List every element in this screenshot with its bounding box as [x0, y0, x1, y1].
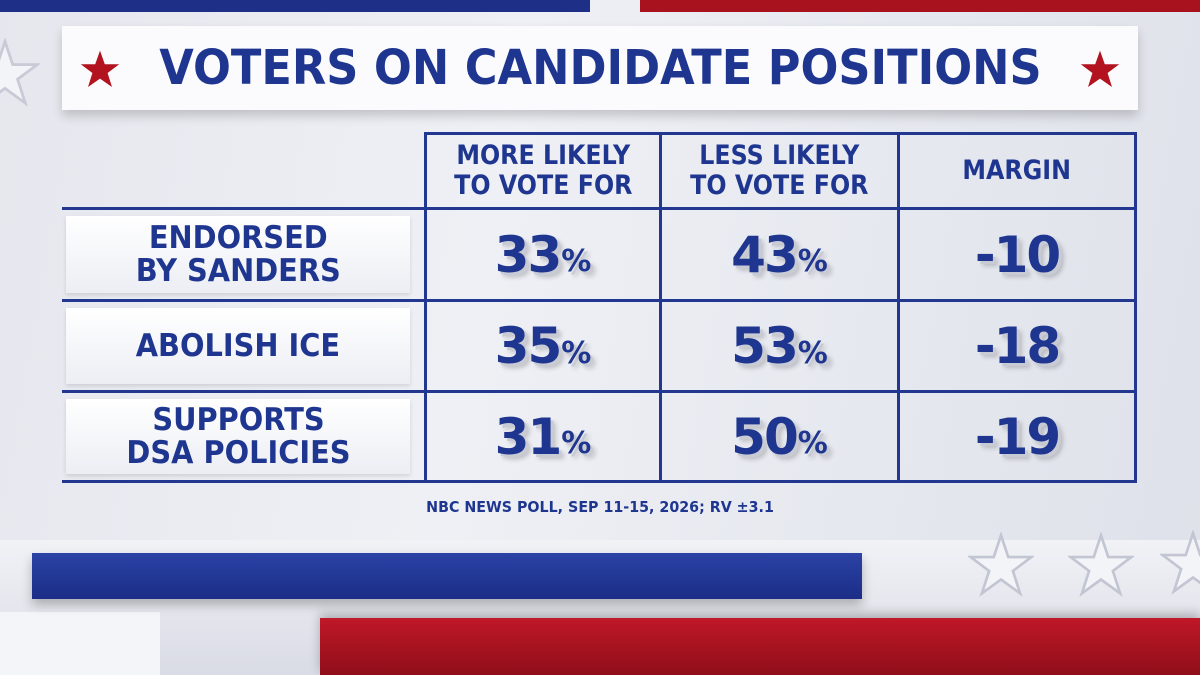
table-divider-col-3 — [897, 132, 900, 483]
title-panel: VOTERS ON CANDIDATE POSITIONS — [62, 26, 1138, 110]
column-header: MARGIN — [962, 155, 1072, 186]
chart-title: VOTERS ON CANDIDATE POSITIONS — [158, 40, 1042, 96]
bottom-blue-stripe — [32, 553, 862, 599]
white-star-icon — [0, 38, 40, 107]
margin-value: -19 — [974, 407, 1061, 466]
white-star-icon — [1160, 530, 1200, 595]
top-blue-stripe — [0, 0, 590, 12]
less-likely-value: 53% — [731, 317, 828, 375]
bottom-red-stripe — [320, 618, 1200, 675]
table-border-top — [424, 132, 1137, 135]
row-label-panel: SUPPORTS DSA POLICIES — [66, 399, 410, 474]
row-label: ABOLISH ICE — [135, 327, 341, 364]
table-border-row-2 — [62, 390, 1137, 393]
row-label-panel: ABOLISH ICE — [66, 308, 410, 384]
top-red-stripe — [640, 0, 1200, 12]
source-text: NBC NEWS POLL, SEP 11-15, 2026; RV ±3.1 — [426, 498, 774, 516]
more-likely-value: 31% — [494, 407, 592, 466]
more-likely-value: 35% — [494, 317, 592, 375]
row-label-panel: ENDORSED BY SANDERS — [66, 216, 410, 293]
table-divider-col-2 — [659, 132, 662, 483]
less-likely-value: 43% — [731, 225, 828, 284]
poll-table: MORE LIKELY TO VOTE FOR LESS LIKELY TO VO… — [62, 132, 1137, 483]
table-border-row-3 — [62, 480, 1137, 483]
red-star-icon — [80, 50, 120, 87]
bottom-white-block — [0, 612, 160, 675]
table-border-header — [62, 207, 1137, 210]
less-likely-value: 50% — [731, 407, 828, 466]
source-note: NBC NEWS POLL, SEP 11-15, 2026; RV ±3.1 — [0, 498, 1200, 516]
white-star-icon — [1068, 532, 1134, 597]
table-divider-col-1 — [424, 132, 427, 483]
column-header: MORE LIKELY TO VOTE FOR — [453, 140, 633, 201]
margin-value: -18 — [974, 317, 1061, 375]
row-label: SUPPORTS DSA POLICIES — [125, 401, 351, 471]
table-divider-col-4 — [1134, 132, 1137, 483]
row-label: ENDORSED BY SANDERS — [135, 219, 341, 289]
column-header: LESS LIKELY TO VOTE FOR — [690, 140, 869, 201]
red-star-icon — [1080, 50, 1120, 87]
margin-value: -10 — [974, 225, 1061, 284]
white-star-icon — [968, 532, 1034, 597]
more-likely-value: 33% — [494, 225, 592, 284]
table-border-row-1 — [62, 299, 1137, 302]
